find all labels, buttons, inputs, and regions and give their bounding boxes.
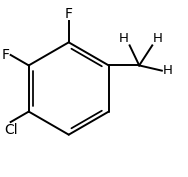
Text: H: H [153,32,163,44]
Text: F: F [2,48,10,62]
Text: F: F [65,7,73,21]
Text: Cl: Cl [4,123,17,137]
Text: H: H [119,32,129,44]
Text: H: H [163,64,173,77]
